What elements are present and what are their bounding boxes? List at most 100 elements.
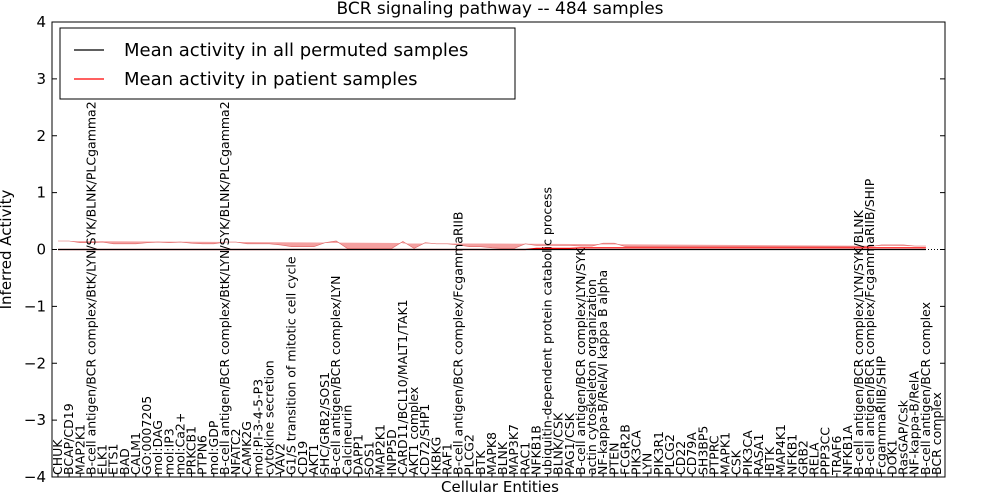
entity-label: PTEN — [606, 443, 621, 475]
entity-label: BLNK — [495, 441, 510, 475]
entity-label: CSK — [729, 449, 744, 475]
entity-label: NF-kappa-B/RelA/I kappa B alpha — [595, 270, 610, 475]
entity-label: Calcineurin — [339, 405, 354, 475]
y-axis: −4 −3 −2 −1 0 1 2 3 4 — [24, 13, 945, 486]
patient-spread-band — [58, 240, 926, 249]
y-tick-label: −3 — [24, 411, 46, 429]
entity-label: CARD11/BCL10/MALT1/TAK1 — [395, 299, 410, 475]
entity-label: CALM1 — [128, 432, 143, 475]
legend-label-permuted: Mean activity in all permuted samples — [124, 40, 468, 61]
legend-label-patient: Mean activity in patient samples — [124, 69, 418, 90]
entity-label: RAC1 — [517, 442, 532, 475]
entity-label: B-cell antigen/BCR complex/LYN/SYK/BLNK — [851, 209, 866, 475]
entity-label: RASA1 — [751, 434, 766, 475]
entity-label: MAPK8 — [484, 432, 499, 475]
entity-label: B-cell antigen/BCR complex/LYN/SYK — [573, 247, 588, 475]
entity-label: actin cytoskeleton organization — [584, 279, 599, 475]
entity-label: IBTK — [762, 446, 777, 475]
entity-label: B-cell antigen/BCR complex/FcgammaRIIB/S… — [862, 178, 877, 475]
entity-label: SHC/GRB2/SOS1 — [317, 372, 332, 475]
entity-label: IKBKG — [428, 437, 443, 475]
entity-label: GO:0007205 — [139, 396, 154, 475]
entity-label: NFATC2 — [228, 428, 243, 475]
entity-label: BCAP/CD19 — [61, 403, 76, 475]
entity-label: CD22 — [673, 441, 688, 475]
entity-label: MAPK1 — [718, 432, 733, 475]
entity-label: PIK3CA — [740, 430, 755, 475]
entity-label: NFKB1A — [840, 425, 855, 475]
entity-label: mol:Ca2+ — [172, 413, 187, 475]
entity-label: PIK3CA — [629, 430, 644, 475]
entity-label: TRAF6 — [829, 435, 844, 476]
entity-label: G1/S transition of mitotic cell cycle — [284, 256, 299, 475]
entity-label: PLCG2 — [462, 434, 477, 475]
entity-label: BAD — [117, 448, 132, 475]
entity-label: SOS1 — [362, 441, 377, 475]
entity-label: ubiquitin-dependent protein catabolic pr… — [540, 187, 555, 475]
entity-label: RAF1 — [439, 443, 454, 475]
entity-label: VAV2 — [273, 443, 288, 475]
entity-label: FcgammaRIIB/SHIP — [873, 355, 888, 475]
entity-label: SH3BP5 — [695, 426, 710, 475]
entity-label: B-cell antigen/BCR complex/BtK/LYN/SYK/B… — [83, 101, 98, 475]
entity-label: CD19 — [295, 441, 310, 475]
y-axis-label: Inferred Activity — [0, 189, 15, 309]
entity-label: mol:DAG — [150, 420, 165, 475]
x-axis-label: Cellular Entities — [441, 478, 559, 496]
entity-label: PIK3R1 — [651, 431, 666, 475]
entity-label: mol:GDP — [206, 420, 221, 475]
entity-label: GRB2 — [795, 440, 810, 475]
entity-label: B-cell antigen/BCR complex/BtK/LYN/SYK/B… — [217, 101, 232, 475]
entity-label: DOK1 — [884, 439, 899, 475]
entity-label: PTPRC — [706, 435, 721, 475]
entity-label: MAP4K1 — [773, 424, 788, 475]
entity-label: NFKB1B — [528, 425, 543, 475]
entity-label: RasGAP/Csk — [896, 399, 911, 475]
entity-label: DAPP1 — [350, 434, 365, 475]
entity-label: NFKB1 — [784, 434, 799, 475]
legend-box — [59, 27, 516, 100]
entity-label: PRKCB1 — [184, 426, 199, 475]
y-tick-label: 1 — [36, 184, 46, 202]
entity-label: CAMK2G — [239, 421, 254, 475]
entity-label: CD79A — [684, 432, 699, 475]
entity-label: ELK1 — [95, 444, 110, 475]
chart-title: BCR signaling pathway -- 484 samples — [336, 0, 663, 19]
entity-label: mol:PI-3-4-5-P3 — [250, 379, 265, 475]
y-tick-label: −1 — [24, 297, 46, 315]
entity-label: CD72/SHP1 — [417, 404, 432, 475]
entity-label: B-cell antigen/BCR complex/LYN — [328, 276, 343, 476]
entity-label: MAP2K1 — [72, 424, 87, 475]
entity-label: ETS1 — [106, 444, 121, 475]
entity-label: AKT1 — [306, 444, 321, 475]
entity-label: PLCG2 — [662, 434, 677, 475]
entity-label: FCGR2B — [617, 424, 632, 475]
entity-label: CHUK — [50, 439, 65, 475]
entity-label: NF-kappa-B/RelA — [907, 371, 922, 475]
entity-label: cytokine secretion — [261, 360, 276, 475]
entity-label: B-cell antigen/BCR complex/FcgammaRIIB — [451, 211, 466, 475]
entity-label: LYN — [640, 453, 655, 475]
entity-label: mol:IP3 — [161, 428, 176, 475]
y-tick-label: 2 — [36, 127, 46, 145]
y-tick-label: −4 — [24, 468, 46, 486]
entity-label: BCR complex — [929, 392, 944, 475]
entity-label: MAP2K1 — [373, 424, 388, 475]
entity-label: RELA — [807, 442, 822, 475]
entity-label: PAG1/CSK — [562, 412, 577, 475]
y-tick-label: 4 — [36, 13, 46, 31]
entity-label: MAP3K7 — [506, 424, 521, 475]
entity-label: INPP5D — [384, 429, 399, 475]
entity-label: BTK — [473, 450, 488, 475]
entity-label: PTPN6 — [195, 435, 210, 475]
entity-label: PPP3CC — [818, 427, 833, 475]
entity-label: AKT1 complex — [406, 387, 421, 475]
entity-label: B-cell antigen/BCR complex — [918, 302, 933, 475]
y-tick-label: 3 — [36, 70, 46, 88]
entity-label: BLNK/CSK — [551, 412, 566, 475]
y-tick-label: −2 — [24, 354, 46, 372]
permuted-band-layer — [58, 240, 926, 249]
legend: Mean activity in all permuted samples Me… — [59, 27, 516, 100]
